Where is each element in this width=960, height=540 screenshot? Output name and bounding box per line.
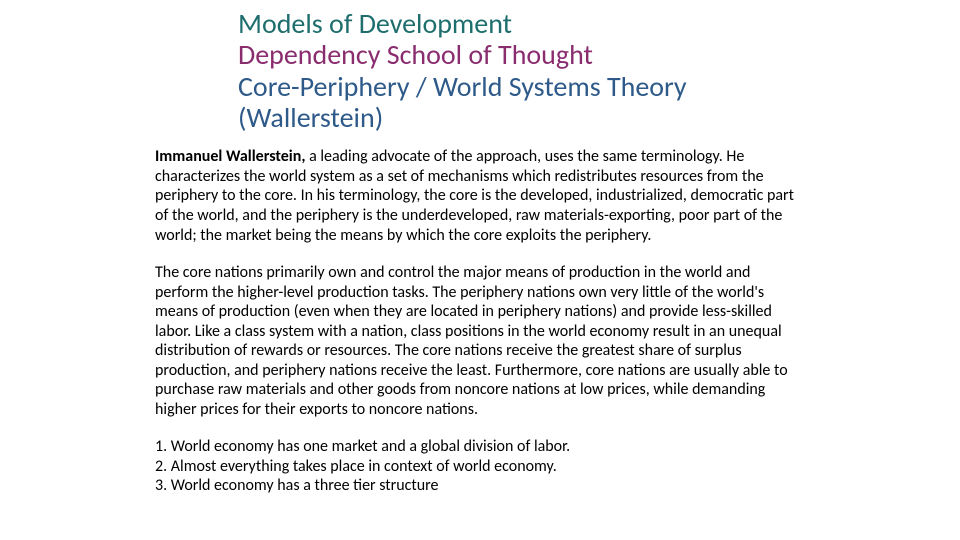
list-item-3: 3. World economy has a three tier struct… [155,476,805,496]
list-item-1: 1. World economy has one market and a gl… [155,437,805,457]
slide-title: Models of Development Dependency School … [238,8,880,133]
title-line-3: Core-Periphery / World Systems Theory [238,71,880,102]
title-line-1: Models of Development [238,8,880,39]
paragraph-1-lead: Immanuel Wallerstein, [155,147,305,166]
numbered-list: 1. World economy has one market and a gl… [155,437,805,496]
list-item-2: 2. Almost everything takes place in cont… [155,457,805,477]
title-line-2: Dependency School of Thought [238,39,880,70]
title-line-4: (Wallerstein) [238,102,880,133]
paragraph-2: The core nations primarily own and contr… [155,263,805,419]
paragraph-1: Immanuel Wallerstein, a leading advocate… [155,147,805,245]
slide: Models of Development Dependency School … [0,0,960,540]
slide-body: Immanuel Wallerstein, a leading advocate… [155,147,805,495]
